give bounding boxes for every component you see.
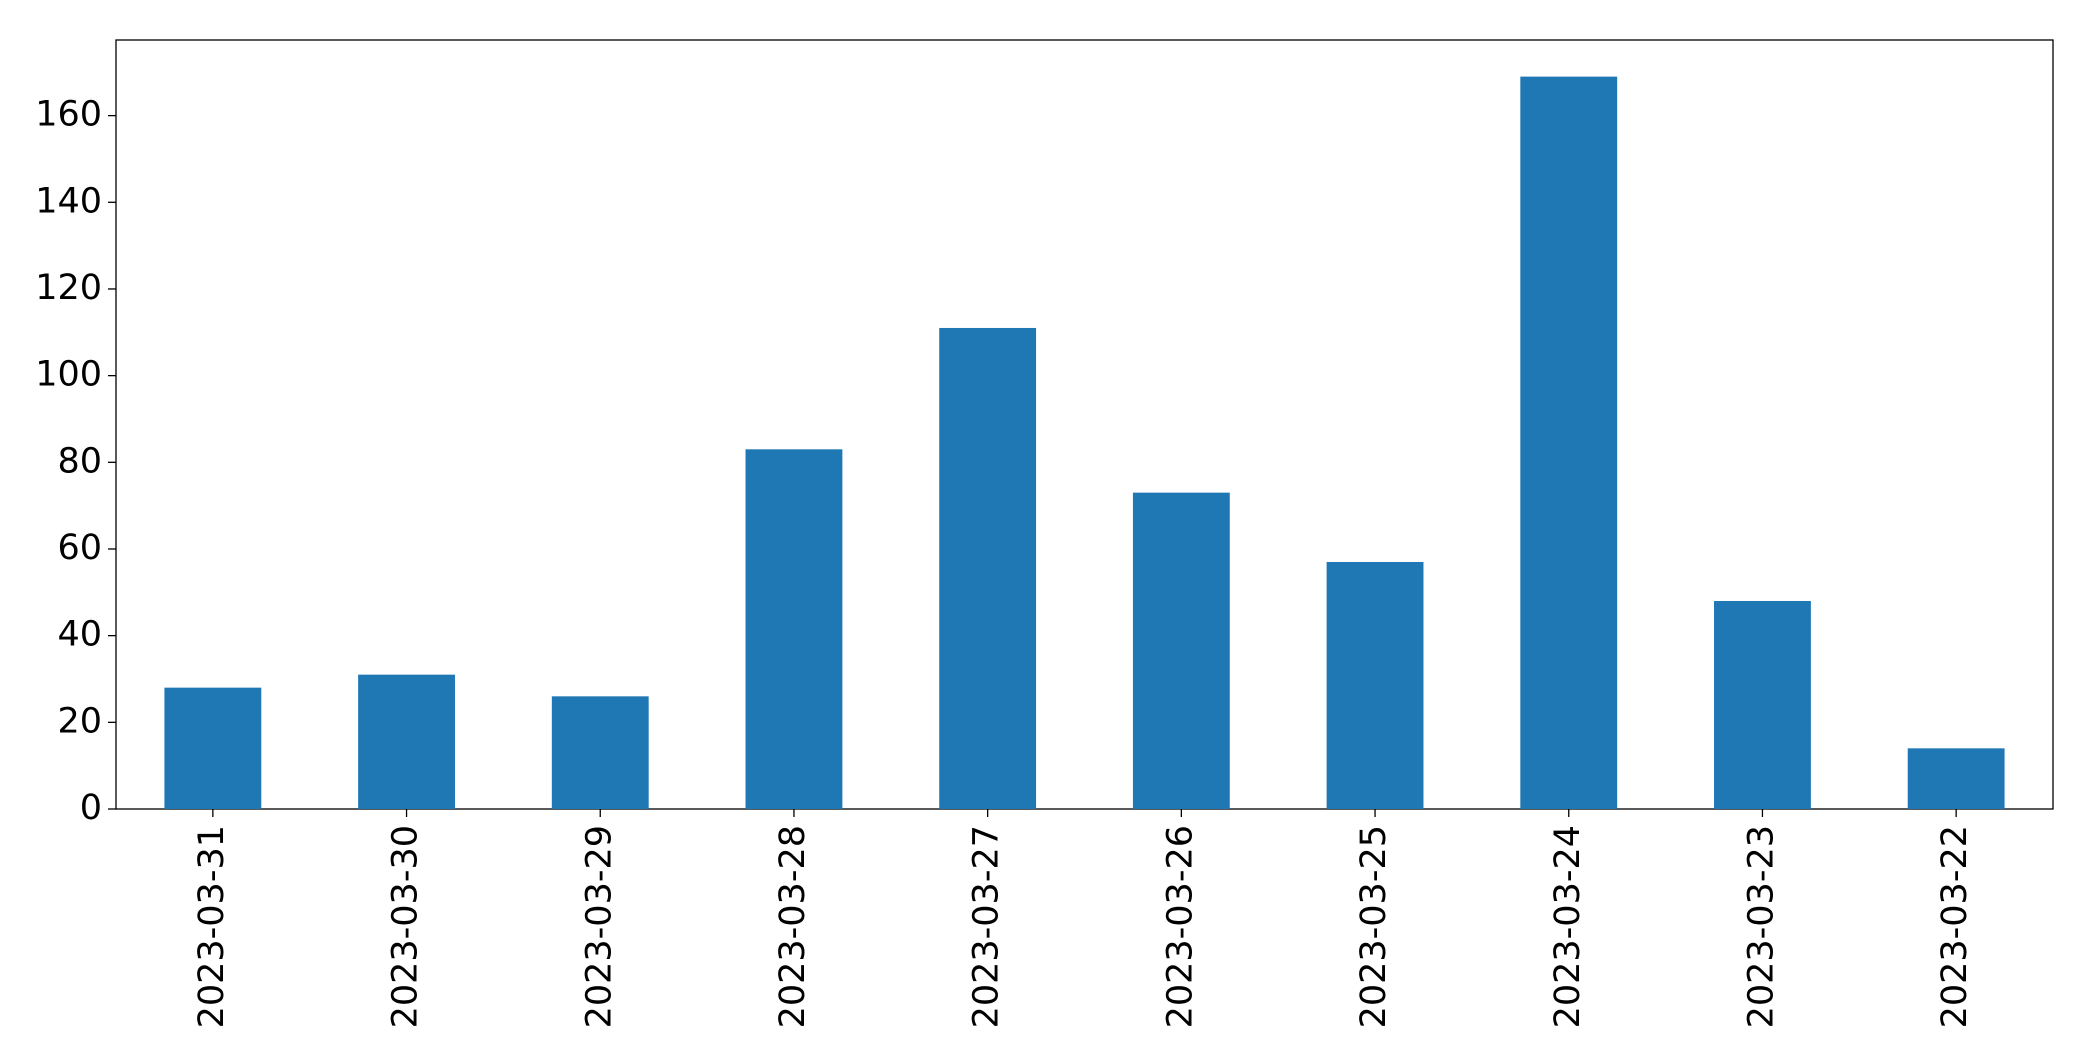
y-tick-label: 80 <box>57 441 102 481</box>
x-tick-label: 2023-03-25 <box>1354 825 1394 1028</box>
bar <box>1326 561 1424 809</box>
bar <box>551 696 649 809</box>
x-tick-label: 2023-03-31 <box>192 825 232 1028</box>
y-tick-label: 100 <box>35 355 102 395</box>
x-tick-label: 2023-03-24 <box>1548 825 1588 1028</box>
bar <box>745 449 843 809</box>
y-tick-label: 20 <box>57 701 102 741</box>
y-tick-label: 120 <box>35 268 102 308</box>
bar <box>1132 492 1230 809</box>
bar <box>1520 76 1618 810</box>
x-tick-label: 2023-03-22 <box>1935 825 1975 1028</box>
bar <box>1714 600 1811 809</box>
y-tick-label: 0 <box>80 788 102 828</box>
y-tick-label: 40 <box>57 615 102 655</box>
x-tick-label: 2023-03-29 <box>579 825 619 1028</box>
plot-frame <box>115 39 2054 810</box>
y-tick-label: 160 <box>35 95 102 135</box>
y-tick-label: 60 <box>57 528 102 568</box>
x-tick-label: 2023-03-27 <box>967 825 1007 1028</box>
y-tick-label: 140 <box>35 181 102 221</box>
x-tick-label: 2023-03-28 <box>773 825 813 1028</box>
x-tick-label: 2023-03-30 <box>386 825 426 1028</box>
x-tick-label: 2023-03-26 <box>1160 825 1200 1028</box>
bar <box>358 674 455 809</box>
bar <box>939 327 1037 809</box>
bar <box>1907 748 2005 809</box>
x-tick-label: 2023-03-23 <box>1741 825 1781 1028</box>
bar <box>164 687 262 809</box>
